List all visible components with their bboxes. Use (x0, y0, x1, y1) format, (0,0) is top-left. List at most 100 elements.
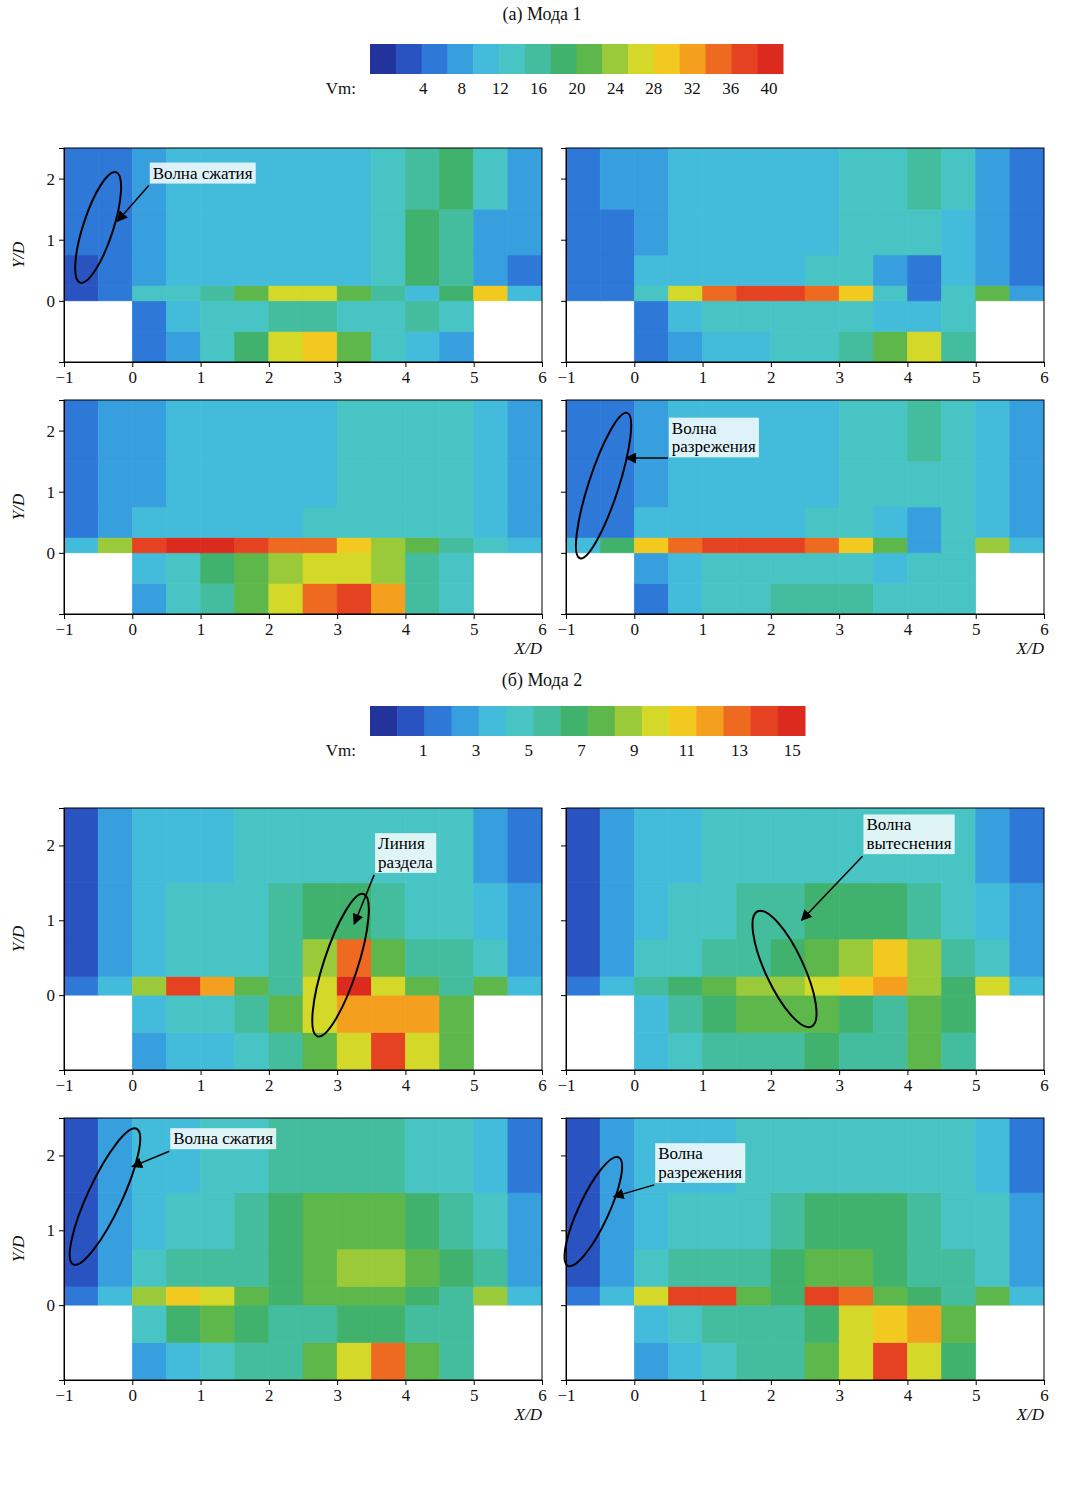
field-cell (303, 255, 337, 286)
field-cell (600, 148, 634, 209)
field-cell (235, 209, 269, 255)
field-cell (371, 255, 405, 286)
x-tick-mark (976, 614, 977, 619)
field-cell (337, 1193, 371, 1249)
x-tick-mark (269, 362, 270, 367)
plot-background (566, 148, 1044, 362)
x-tick-label: 6 (538, 368, 547, 387)
colorbar-bin (422, 44, 448, 74)
field-cell (303, 553, 337, 584)
x-tick-label: 1 (197, 1076, 206, 1095)
field-cell (805, 301, 839, 332)
y-tick-mark (561, 920, 566, 921)
colorbar-bin (696, 706, 724, 736)
annotation-ellipse (566, 408, 642, 563)
field-cell (235, 1343, 269, 1380)
field-cell (634, 808, 668, 883)
plot-frame (566, 808, 1044, 1070)
colorbar-bin (628, 44, 654, 74)
field-cell (337, 583, 371, 614)
x-tick: 6 (1040, 614, 1049, 639)
field-cell (440, 286, 474, 301)
field-cell (1010, 883, 1044, 939)
y-tick-label: 1 (47, 483, 56, 502)
field-cell (634, 255, 668, 286)
panel: −10123456012Y/DЛинияраздела (9, 808, 547, 1095)
field-cell (566, 939, 600, 976)
x-tick-label: 5 (972, 620, 981, 639)
field-cell (805, 538, 839, 553)
field-cell (737, 553, 771, 584)
x-tick-mark (771, 362, 772, 367)
annotation-line: Линия (378, 834, 425, 853)
x-tick-label: 0 (631, 1386, 640, 1405)
colorbar-bin (473, 44, 499, 74)
field-cell (474, 976, 508, 995)
field-cell (405, 939, 439, 976)
x-tick: 6 (1040, 1070, 1049, 1095)
y-tick-mark (59, 1305, 64, 1306)
field-cell (371, 1305, 405, 1342)
field-cell (634, 331, 668, 362)
field-cell (873, 1305, 907, 1342)
x-tick-mark (771, 1380, 772, 1385)
field-cell (508, 255, 542, 286)
field-cell (132, 1343, 166, 1380)
field-cell (907, 148, 941, 209)
x-tick-label: 2 (767, 1386, 776, 1405)
y-tick: 1 (47, 483, 65, 502)
panel: −10123456012Y/DX/DВолна сжатия (9, 1118, 547, 1424)
plot-frame (64, 1118, 542, 1380)
annotation-background (170, 1128, 276, 1149)
field-cell (98, 286, 132, 301)
x-tick: 0 (631, 614, 640, 639)
field-cell (1010, 1249, 1044, 1286)
field-cell (839, 1249, 873, 1286)
y-tick-label: 2 (47, 170, 56, 189)
field-cell (371, 331, 405, 362)
field-cell (474, 286, 508, 301)
annotation-line: вытеснения (866, 834, 951, 853)
field-cell (474, 255, 508, 286)
field-cell (566, 148, 600, 209)
colorbar: 481216202428323640Vm: (326, 44, 784, 98)
field-cell (64, 883, 98, 939)
field-cell (805, 939, 839, 976)
y-axis-line (561, 809, 567, 1071)
field-cell (942, 995, 976, 1032)
field-cell (737, 301, 771, 332)
field-cell (976, 286, 1010, 301)
x-tick: 2 (767, 1380, 776, 1405)
colorbar-bin (424, 706, 452, 736)
field-cell (508, 209, 542, 255)
field-cell (201, 331, 235, 362)
field-cell (634, 1033, 668, 1070)
field-cell (166, 583, 200, 614)
x-tick-mark (771, 1070, 772, 1075)
x-tick-label: −1 (557, 620, 575, 639)
field-cell (600, 939, 634, 976)
colorbar-bin (479, 706, 507, 736)
x-tick: 4 (402, 362, 411, 387)
field-cell (771, 553, 805, 584)
x-tick-label: 4 (402, 1386, 411, 1405)
field-cell (201, 995, 235, 1032)
x-tick-mark (337, 1070, 338, 1075)
field-cell (839, 331, 873, 362)
field-cell (337, 1033, 371, 1070)
field-cell (942, 538, 976, 553)
field-cell (440, 583, 474, 614)
y-tick: 0 (47, 544, 65, 563)
y-tick-mark (59, 845, 64, 846)
x-tick: 0 (631, 1070, 640, 1095)
field-cell (269, 1286, 303, 1305)
field-cell (98, 507, 132, 538)
field-cell (942, 883, 976, 939)
field-cell (907, 1118, 941, 1193)
y-axis: 012 (47, 809, 65, 1071)
y-tick-mark (59, 240, 64, 241)
field-cell (737, 1286, 771, 1305)
field-cell (942, 331, 976, 362)
field-cell (440, 553, 474, 584)
field-cell (907, 255, 941, 286)
